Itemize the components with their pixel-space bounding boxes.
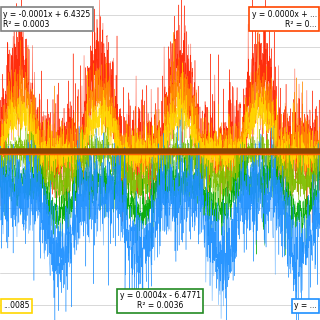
- Text: y = -0.0001x + 6.4325
R² = 0.0003: y = -0.0001x + 6.4325 R² = 0.0003: [3, 10, 91, 29]
- Text: y = 0.0000x + ...
R² = 0...: y = 0.0000x + ... R² = 0...: [252, 10, 317, 29]
- Text: y = ...: y = ...: [294, 301, 317, 310]
- Text: ...0085: ...0085: [3, 301, 30, 310]
- Text: y = 0.0004x - 6.4771
R² = 0.0036: y = 0.0004x - 6.4771 R² = 0.0036: [119, 291, 201, 310]
